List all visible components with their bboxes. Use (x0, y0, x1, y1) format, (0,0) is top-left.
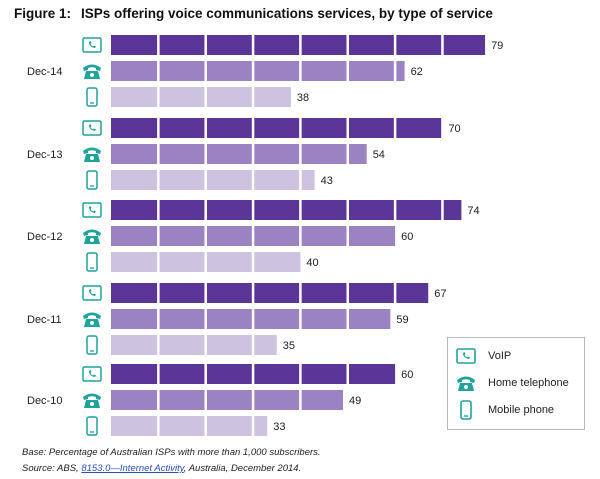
bar-home-telephone-dec-11 (111, 309, 391, 329)
value-label-mobile-phone-dec-13: 43 (321, 175, 333, 187)
figure-title: Figure 1: ISPs offering voice communicati… (14, 6, 493, 21)
value-label-mobile-phone-dec-14: 38 (297, 92, 309, 104)
voip-phone-icon (456, 346, 476, 366)
bar-home-telephone-dec-13 (111, 144, 367, 164)
category-label-dec-10: Dec-10 (27, 395, 62, 407)
source-link[interactable]: 8153.0—Internet Activity (81, 463, 184, 474)
value-label-mobile-phone-dec-11: 35 (283, 340, 295, 352)
value-label-mobile-phone-dec-12: 40 (306, 257, 318, 269)
legend-label-home-telephone: Home telephone (488, 377, 569, 389)
category-label-dec-14: Dec-14 (27, 66, 62, 78)
value-label-home-telephone-dec-14: 62 (411, 66, 423, 78)
legend-label-voip: VoIP (488, 350, 512, 362)
footnote-source: Source: ABS, 8153.0—Internet Activity, A… (22, 463, 301, 474)
footnote-base: Base: Percentage of Australian ISPs with… (22, 447, 321, 458)
bar-mobile-phone-dec-13 (111, 170, 315, 190)
figure-label: Figure 1: (14, 6, 72, 21)
voip-phone-icon-dec-12 (82, 202, 102, 218)
value-label-voip-dec-12: 74 (467, 205, 479, 217)
source-suffix: , Australia, December 2014. (183, 463, 302, 474)
home-telephone-icon-dec-13 (83, 147, 101, 162)
mobile-phone-icon-dec-13 (86, 170, 98, 190)
bar-voip-dec-12 (111, 200, 462, 220)
voip-phone-icon-dec-14 (82, 37, 102, 53)
voip-phone-icon-dec-10 (82, 366, 102, 382)
value-label-voip-dec-11: 67 (434, 288, 446, 300)
legend: VoIP Home telephone Mobile phone (447, 337, 585, 430)
bar-chart: Dec-14 79 62 38 Dec-13 70 54 43 Dec-12 74 60 40 Dec-… (27, 35, 503, 436)
legend-label-mobile-phone: Mobile phone (488, 404, 555, 416)
value-label-home-telephone-dec-10: 49 (349, 395, 361, 407)
value-label-voip-dec-14: 79 (491, 40, 503, 52)
mobile-phone-icon-dec-14 (86, 87, 98, 107)
bar-mobile-phone-dec-10 (111, 416, 268, 436)
value-label-mobile-phone-dec-10: 33 (273, 421, 285, 433)
figure-title-text: ISPs offering voice communications servi… (81, 6, 493, 21)
value-label-voip-dec-10: 60 (401, 369, 413, 381)
category-label-dec-12: Dec-12 (27, 231, 62, 243)
source-prefix: Source: ABS, (22, 463, 82, 474)
home-telephone-icon-dec-11 (83, 312, 101, 327)
value-label-voip-dec-13: 70 (448, 123, 460, 135)
bar-mobile-phone-dec-11 (111, 335, 277, 355)
bar-home-telephone-dec-10 (111, 390, 344, 410)
voip-phone-icon-dec-13 (82, 120, 102, 136)
bar-home-telephone-dec-14 (111, 61, 405, 81)
value-label-home-telephone-dec-13: 54 (373, 149, 385, 161)
bar-voip-dec-14 (111, 35, 486, 55)
home-telephone-icon (456, 373, 476, 393)
mobile-phone-icon (456, 400, 476, 420)
category-label-dec-11: Dec-11 (27, 314, 62, 326)
value-label-home-telephone-dec-11: 59 (396, 314, 408, 326)
legend-item-home-telephone: Home telephone (456, 373, 569, 393)
mobile-phone-icon-dec-10 (86, 416, 98, 436)
value-label-home-telephone-dec-12: 60 (401, 231, 413, 243)
home-telephone-icon-dec-12 (83, 229, 101, 244)
bar-mobile-phone-dec-14 (111, 87, 291, 107)
bar-voip-dec-13 (111, 118, 443, 138)
home-telephone-icon-dec-14 (83, 64, 101, 79)
legend-item-voip: VoIP (456, 346, 511, 366)
home-telephone-icon-dec-10 (83, 393, 101, 408)
category-label-dec-13: Dec-13 (27, 149, 62, 161)
legend-item-mobile-phone: Mobile phone (456, 400, 554, 420)
voip-phone-icon-dec-11 (82, 285, 102, 301)
mobile-phone-icon-dec-12 (86, 252, 98, 272)
mobile-phone-icon-dec-11 (86, 335, 98, 355)
